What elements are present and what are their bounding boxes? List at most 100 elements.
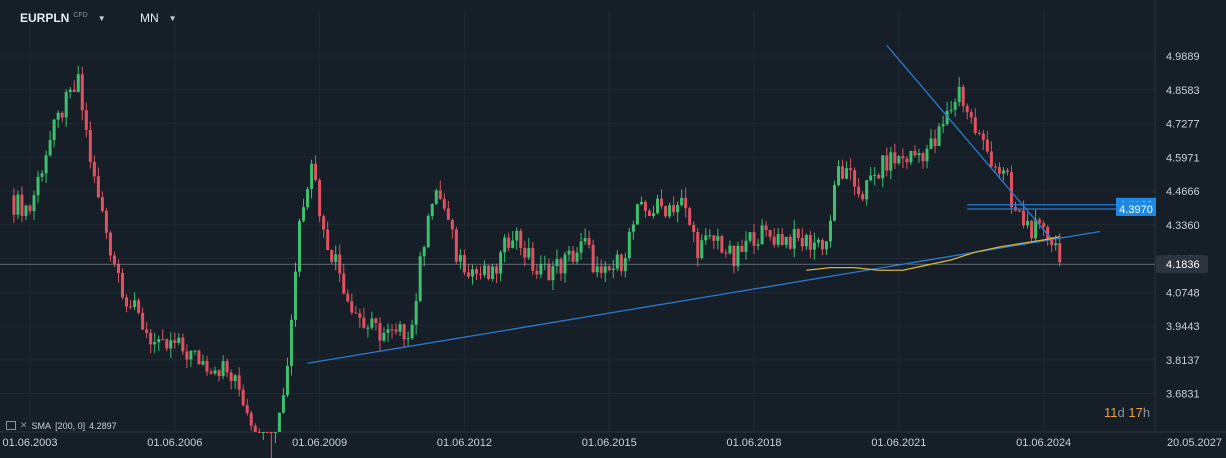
candle-body [322,216,326,230]
candle-body [929,138,933,149]
candle-body [1026,220,1030,226]
candle-body [1030,220,1034,239]
candle-body [676,204,680,213]
candle-body [350,301,354,313]
candle-body [64,92,68,118]
y-tick-label: 3.6831 [1166,389,1200,401]
indicator-settings-icon[interactable] [6,421,16,430]
candle-body [446,208,450,220]
candle-body [56,112,60,120]
candle-body [137,300,141,313]
candle-body [619,254,623,272]
candle-body [780,234,784,245]
candle-body [1058,243,1062,263]
candle-body [627,231,631,259]
candle-body [133,300,137,307]
candle-body [165,339,169,349]
x-tick-label: 01.06.2003 [2,437,57,449]
candle-body [24,205,28,216]
candle-body [121,272,125,298]
candle-body [96,176,100,198]
candle-body [587,238,591,245]
candle-body [474,269,478,274]
x-tick-label: 01.06.2015 [582,437,637,449]
candle-body [551,266,555,281]
candle-body [149,332,153,345]
y-tick-label: 4.4666 [1166,186,1200,198]
candle-body [579,241,583,253]
symbol-selector[interactable]: EURPLN CFD ▼ [20,8,106,28]
candle-body [466,272,470,277]
indicator-legend[interactable]: ✕ SMA [200, 0] 4.2897 [6,420,117,431]
y-tick-label: 4.0748 [1166,287,1200,299]
candle-body [897,156,901,164]
candle-body [479,273,483,275]
candle-body [889,152,893,171]
candle-body [684,197,688,209]
candle-body [100,197,104,211]
candle-body [668,205,672,217]
candle-body [80,74,84,111]
candle-body [84,110,88,130]
candle-body [487,265,491,279]
candle-body [824,241,828,250]
candle-body [1054,243,1058,246]
candle-body [905,158,909,163]
candle-body [989,151,993,167]
countdown-days: 11 [1104,405,1118,420]
chevron-down-icon: ▼ [97,13,106,23]
candle-body [454,229,458,262]
x-tick-label: 01.06.2024 [1016,437,1071,449]
candle-body [491,266,495,279]
candle-body [712,235,716,241]
candle-body [201,361,205,365]
candle-body [511,240,515,248]
candle-body [977,133,981,135]
candle-body [832,184,836,221]
candle-body [933,138,937,147]
candle-body [370,318,374,328]
candle-body [841,166,845,179]
candle-countdown: 11d 17h [1104,405,1150,420]
candle-body [438,190,442,199]
trendline[interactable] [886,44,1053,240]
sma-line[interactable] [806,236,1060,271]
candle-body [732,245,736,267]
level-badge [1116,201,1156,216]
candle-body [229,372,233,382]
candle-body [688,208,692,225]
countdown-hours-unit: h [1142,405,1151,420]
candle-body [539,264,543,275]
candle-body [1042,223,1046,227]
candle-body [410,324,414,339]
candle-body [76,74,80,92]
candle-body [760,225,764,245]
trendline[interactable] [307,230,1101,364]
close-icon[interactable]: ✕ [20,420,28,430]
candle-body [857,186,861,195]
candle-body [945,111,949,125]
candle-body [499,252,503,274]
candle-body [28,205,32,212]
candle-body [941,124,945,127]
candle-body [957,86,961,103]
x-tick-label: 01.06.2018 [727,437,782,449]
candle-body [426,215,430,248]
candle-body [153,342,157,345]
y-tick-label: 4.9889 [1166,51,1200,63]
candle-body [700,240,704,259]
x-tick-label: 20.05.2027 [1167,437,1222,449]
candle-body [88,129,92,162]
candle-body [575,252,579,262]
candle-body [378,322,382,341]
timeframe-selector[interactable]: MN ▼ [140,8,177,28]
candle-body [623,258,627,272]
candle-body [16,194,20,215]
timeframe-label: MN [140,11,159,25]
candle-body [909,150,913,163]
candle-body [129,306,133,308]
y-tick-label: 4.7277 [1166,119,1200,131]
candle-body [849,168,853,171]
candle-body [523,248,527,258]
